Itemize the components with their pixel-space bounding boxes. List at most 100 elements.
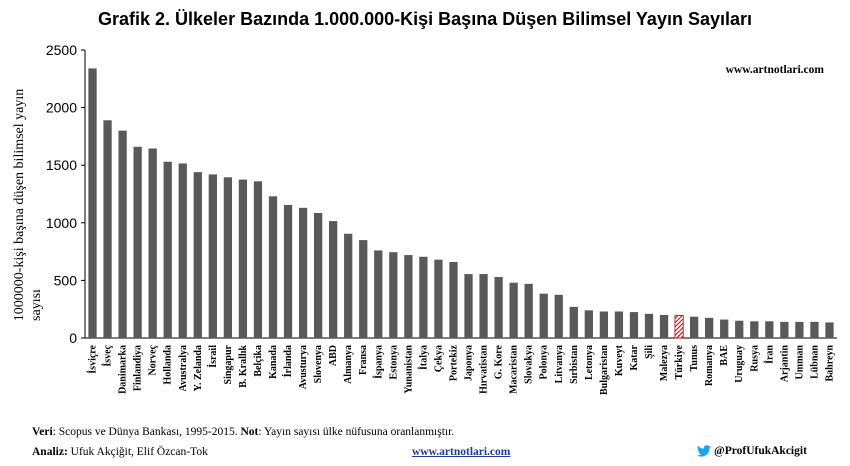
bar [163,161,172,338]
x-tick-label: Fransa [358,345,369,375]
watermark: www.artnotlari.com [726,64,825,76]
x-tick-label: Lübnan [809,345,820,379]
bar [524,283,533,338]
bar [644,313,654,338]
bar [720,319,729,338]
footer-twitter[interactable]: @ProfUfukAkcigit [697,445,807,457]
bar [569,306,578,338]
x-tick-label: Bahreyn [824,345,835,382]
bar [735,320,744,338]
bar [329,221,338,338]
bar [629,312,639,338]
bar [750,321,759,338]
bar [283,204,293,338]
y-axis-label-line2: sayısı [29,289,44,321]
x-tick-label: Almanya [343,345,354,384]
bar [389,252,398,338]
bar [765,321,774,338]
x-tick-label: Şili [644,345,655,359]
x-tick-label: Rusya [749,345,760,372]
x-tick-label: Norveç [148,344,159,375]
bar [479,274,488,338]
x-tick-label: Malezya [659,345,670,381]
bar [659,314,669,338]
bar [554,294,563,338]
bar [449,261,458,338]
bar [298,207,308,338]
twitter-bird-icon [697,445,711,457]
bar [103,120,112,338]
x-tick-label: İran [763,345,775,364]
x-tick-label: Japonya [464,345,475,381]
y-axis: 0 500 1000 1500 2000 2500 [46,42,837,346]
bar-highlight [674,315,684,339]
x-tick-label: İtalya [417,345,429,370]
x-tick-label: B. Krallık [238,345,249,388]
bar [780,321,789,338]
y-tick-label: 2500 [46,42,77,58]
bar [419,256,428,338]
bar [795,321,804,338]
footer-site-link[interactable]: www.artnotlari.com [412,446,511,458]
bar [599,311,609,338]
bar [705,317,714,338]
x-tick-label: İsveç [102,344,114,366]
x-tick-label: Estonya [388,345,399,379]
x-tick-label: Portekiz [448,344,459,381]
x-tick-label: Danimarka [118,345,129,394]
bar [825,322,834,338]
bar [494,276,503,338]
bar [208,174,217,338]
x-tick-label: Avusturya [298,345,309,389]
source-text: : Scopus ve Dünya Bankası, 1995-2015. [52,426,241,438]
x-tick-label: Kuveyt [614,344,625,376]
y-tick-label: 1500 [46,157,77,173]
analysis-text: Ufuk Akçiğit, Elif Özcan-Tok [67,446,208,458]
bar [223,177,233,338]
analysis-label: Analiz: [32,446,68,458]
note-text: : Yayın sayısı ülke nüfusuna oranlanmışt… [258,426,455,438]
bar [584,310,593,338]
bar [434,259,443,338]
y-axis-label: 1000000-kişi başına düşen bilimsel yayın… [12,89,44,322]
note-label: Not [240,426,259,438]
x-tick-label: Macaristan [509,345,520,394]
footer-analysis: Analiz: Ufuk Akçiğit, Elif Özcan-Tok [32,446,208,458]
bar [509,282,518,338]
x-tick-label: Avustralya [178,345,189,391]
x-tick-label: Polonya [539,345,550,379]
x-axis-labels: İsviçre İsveç Danimarka Finlandiya Norveç Hol… [87,344,836,395]
x-tick-label: İsrail [207,345,219,368]
x-tick-label: Yunanistan [403,345,414,394]
y-tick-label: 2000 [46,100,77,116]
bar [88,68,97,338]
x-tick-label: Kanada [268,345,279,379]
bar [810,321,819,338]
x-tick-label: Slovakya [524,345,535,384]
x-tick-label: Uruguay [734,345,745,383]
bar [148,148,157,338]
bar [193,172,202,338]
x-tick-label: İsviçre [87,344,99,373]
bar [118,130,127,338]
bar [133,146,142,338]
x-tick-label: Arjantin [779,345,790,383]
x-tick-label: Singapur [223,344,234,384]
x-tick-label: Sırbistan [569,345,580,384]
y-tick-label: 500 [54,272,78,288]
x-tick-label: Katar [629,344,640,370]
x-tick-label: Slovenya [313,345,324,383]
x-tick-label: Letonya [584,345,595,380]
bar [404,255,413,338]
x-tick-label: Çekya [433,345,444,372]
x-tick-label: Türkiye [674,344,685,379]
twitter-handle: @ProfUfukAkcigit [714,445,807,457]
x-tick-label: İrlanda [282,345,294,377]
x-tick-label: G. Kore [494,344,505,379]
y-tick-label: 0 [69,330,77,346]
bar [614,311,624,338]
x-tick-label: Tunus [689,345,700,371]
bar [253,181,263,338]
bar [689,316,699,338]
